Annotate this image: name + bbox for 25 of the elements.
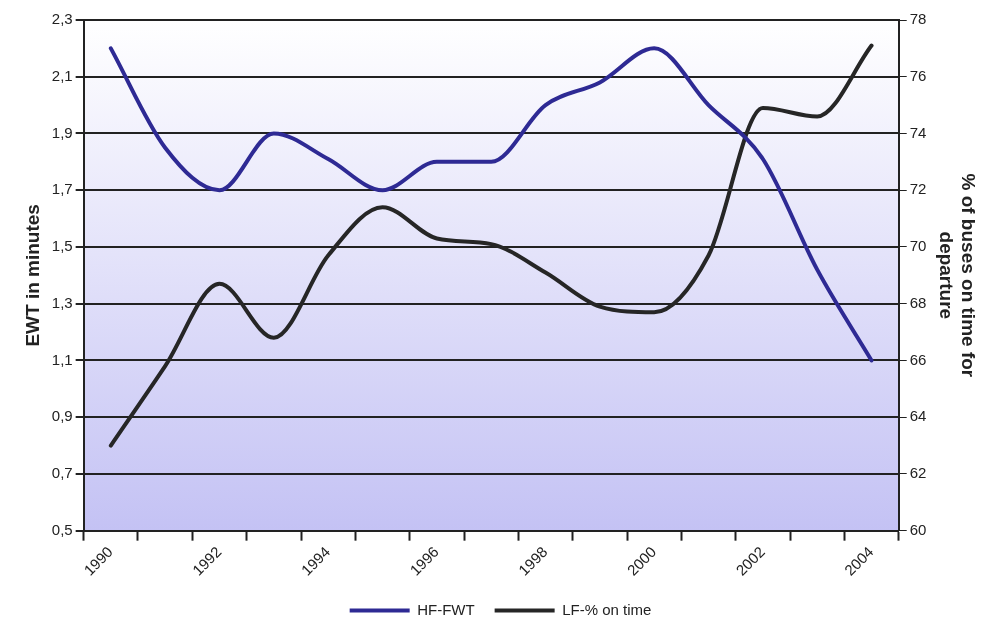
y-tick-label: 1,7 [51, 180, 73, 198]
y2-tick-label: 64 [909, 407, 927, 425]
y-tick-label: 1,9 [51, 123, 73, 141]
y2-tick-label: 62 [909, 464, 927, 482]
y2-tick-label: 78 [909, 10, 927, 28]
y-tick-label: 0,9 [51, 407, 73, 425]
y2-axis-title: % of buses on time for departure [935, 173, 980, 378]
y-tick-label: 1,1 [51, 350, 73, 368]
y2-tick-label: 66 [909, 350, 927, 368]
y-tick-label: 2,1 [51, 66, 73, 84]
y2-tick-label: 68 [909, 293, 927, 311]
legend-label: LF-% on time [562, 600, 652, 618]
y-tick-label: 1,5 [51, 237, 73, 255]
y-axis-title: EWT in minutes [21, 204, 43, 347]
y-tick-label: 2,3 [51, 10, 73, 28]
y-tick-label: 0,7 [51, 464, 73, 482]
line-series [108, 46, 874, 363]
legend-label: HF-FWT [417, 600, 475, 618]
y-tick-label: 1,3 [51, 293, 73, 311]
y2-tick-label: 72 [909, 180, 927, 198]
y-tick-label: 0,5 [51, 520, 73, 538]
y2-tick-label: 70 [909, 237, 927, 255]
y2-tick-label: 60 [909, 520, 927, 538]
y2-tick-label: 74 [909, 123, 927, 141]
y2-tick-label: 76 [909, 66, 927, 84]
